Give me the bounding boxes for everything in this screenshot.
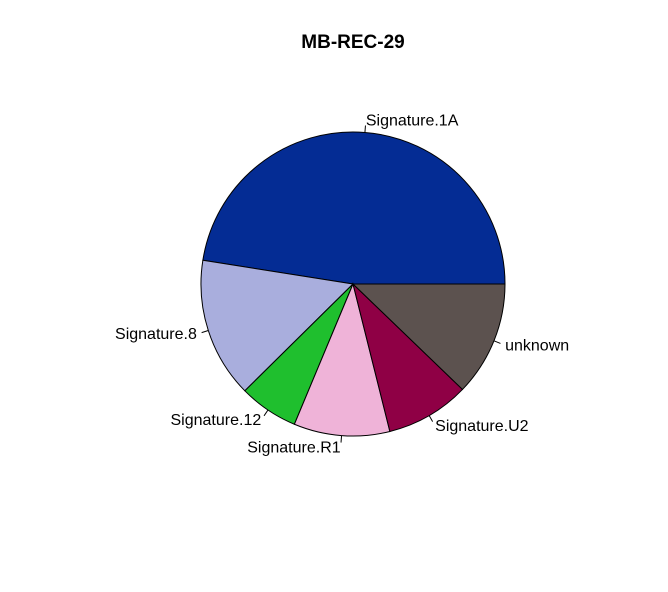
slice-label-signature-r1: Signature.R1	[247, 440, 340, 457]
pie-labels: Signature.1A Signature.8 Signature.12 Signa…	[115, 113, 569, 457]
slice-label-signature-8: Signature.8	[115, 326, 197, 343]
pie-slices	[200, 131, 506, 437]
pie-slice-signature-8	[200, 259, 355, 392]
slice-label-signature-u2: Signature.U2	[435, 418, 528, 435]
label-tick-signature-u2	[428, 415, 434, 422]
label-tick-signature-1a	[364, 125, 366, 133]
label-tick-signature-8	[201, 330, 209, 334]
label-tick-signature-12	[263, 409, 269, 417]
label-tick-signature-r1	[340, 435, 343, 443]
label-tick-unknown	[493, 340, 501, 344]
pie-slice-signature-1a	[202, 131, 506, 285]
slice-label-signature-1a: Signature.1A	[366, 113, 459, 130]
slice-label-unknown: unknown	[505, 337, 569, 354]
chart-title: MB-REC-29	[301, 32, 404, 53]
slice-label-signature-12: Signature.12	[171, 412, 262, 429]
pie-slice-signature-u2	[352, 282, 464, 433]
